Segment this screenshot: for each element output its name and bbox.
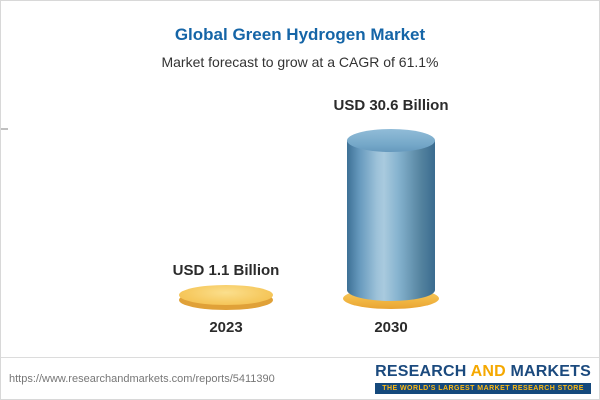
bar-2023 (179, 285, 273, 311)
value-label-2030: USD 30.6 Billion (333, 97, 449, 114)
chart-header: Global Green Hydrogen Market Market fore… (1, 1, 599, 70)
chart-area: USD 30.6 Billion USD 1.1 Billion 2023 20… (1, 81, 599, 359)
axis-tick (1, 128, 8, 130)
value-label-2023: USD 1.1 Billion (172, 262, 280, 279)
research-and-markets-logo: RESEARCH AND MARKETS THE WORLD'S LARGEST… (375, 363, 591, 394)
source-url: https://www.researchandmarkets.com/repor… (9, 372, 275, 385)
bar-2023-top-ellipse (179, 285, 273, 305)
logo-wordmark: RESEARCH AND MARKETS (375, 363, 591, 381)
chart-title: Global Green Hydrogen Market (174, 25, 426, 44)
logo-tagline: THE WORLD'S LARGEST MARKET RESEARCH STOR… (375, 382, 591, 394)
logo-word-markets: MARKETS (510, 363, 591, 381)
chart-subtitle: Market forecast to grow at a CAGR of 61.… (161, 54, 439, 70)
logo-word-research: RESEARCH (375, 363, 467, 381)
bar-2030-body (347, 140, 435, 301)
bar-2030 (343, 129, 439, 309)
category-label-2023: 2023 (209, 319, 243, 336)
category-label-2030: 2030 (374, 319, 408, 336)
bar-2030-top-ellipse (347, 129, 435, 152)
footer: https://www.researchandmarkets.com/repor… (1, 357, 599, 399)
logo-word-and: AND (470, 363, 506, 381)
